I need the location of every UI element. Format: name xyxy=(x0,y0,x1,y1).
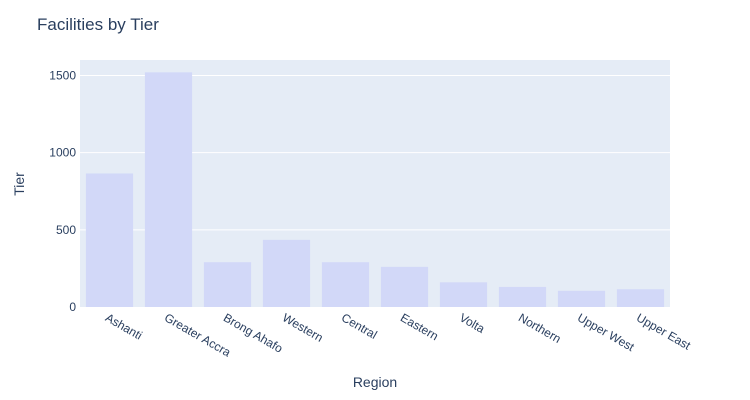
x-tick-label: Northern xyxy=(516,310,563,345)
bar-greater-accra xyxy=(144,72,193,307)
y-tick-label: 0 xyxy=(69,300,76,314)
bar-upper-east xyxy=(616,289,665,307)
bar-western xyxy=(262,239,311,307)
y-tick-label: 1500 xyxy=(49,68,76,82)
x-tick-label: Volta xyxy=(457,310,487,336)
chart-title: Facilities by Tier xyxy=(37,15,159,34)
y-tick-label: 1000 xyxy=(49,146,76,160)
bar-volta xyxy=(439,282,488,307)
x-tick-label: Ashanti xyxy=(103,310,145,342)
y-axis-title: Tier xyxy=(11,172,27,196)
bar-northern xyxy=(498,286,547,307)
bar-ashanti xyxy=(85,173,134,307)
x-tick-label: Western xyxy=(280,310,326,344)
y-axis-ticks: 0 500 1000 1500 xyxy=(49,68,76,314)
bar-brong-ahafo xyxy=(203,262,252,307)
bars xyxy=(85,72,665,307)
bar-upper-west xyxy=(557,290,606,307)
x-tick-label: Upper West xyxy=(575,310,637,354)
bar-central xyxy=(321,262,370,307)
x-tick-label: Central xyxy=(339,310,380,341)
y-tick-label: 500 xyxy=(56,223,76,237)
x-tick-label: Upper East xyxy=(634,310,694,352)
x-tick-label: Eastern xyxy=(398,310,441,343)
x-axis-title: Region xyxy=(353,374,397,390)
bar-eastern xyxy=(380,266,429,307)
